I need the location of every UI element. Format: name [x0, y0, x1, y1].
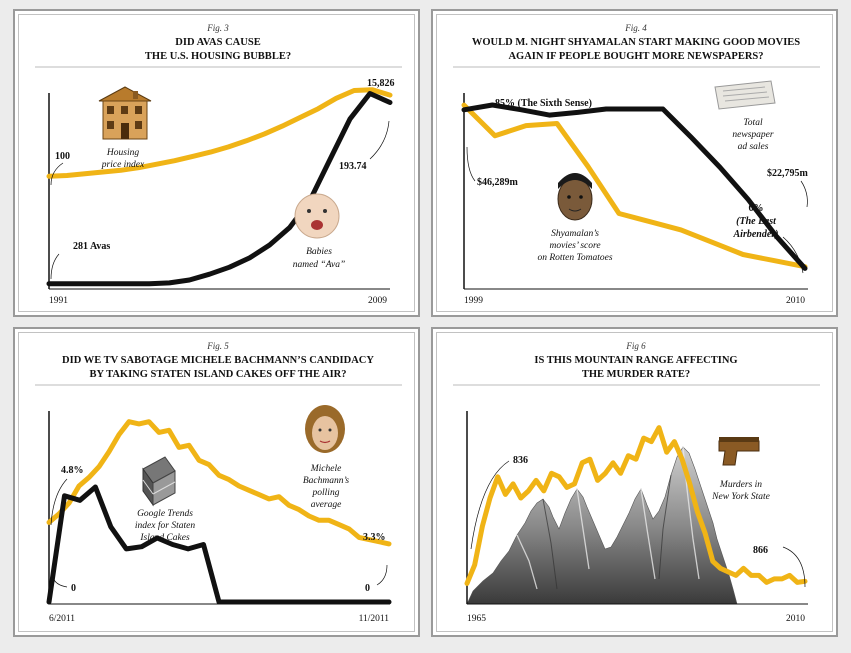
chart-title-line2: AGAIN IF PEOPLE BOUGHT MORE NEWSPAPERS? [508, 51, 763, 62]
series-line-babies-named-ava [46, 91, 393, 287]
bachmann-portrait-icon [305, 405, 345, 453]
fig-label: Fig. 3 [206, 23, 229, 33]
end-label-rt-line2: (The Last [736, 216, 777, 227]
series-line-newspaper-ad-sales [461, 102, 808, 271]
series-label-housing-line1: Housing [106, 148, 139, 158]
x-tick-start: 6/2011 [49, 614, 75, 624]
x-tick-start: 1999 [464, 296, 483, 306]
end-label-murders: 866 [753, 545, 768, 556]
series-label-cakes-line1: Google Trends [137, 509, 193, 519]
chart-title-line2: THE MURDER RATE? [582, 369, 690, 380]
chart-title-line2: BY TAKING STATEN ISLAND CAKES OFF THE AI… [89, 369, 346, 380]
chart-title-line2: THE U.S. HOUSING BUBBLE? [145, 51, 291, 62]
series-label-murders-line1: Murders in [719, 480, 762, 490]
x-tick-end: 11/2011 [359, 614, 390, 624]
end-label-rt-line3: Airbender) [733, 229, 779, 240]
chart-title-line1: WOULD M. NIGHT SHYAMALAN START MAKING GO… [472, 37, 800, 48]
series-line-staten-island-cakes [46, 484, 392, 605]
series-label-housing-line2: price index [101, 160, 145, 170]
fig-label: Fig. 5 [206, 341, 229, 351]
chart-fig3: Fig. 3 DID AVAS CAUSE THE U.S. HOUSING B… [35, 23, 402, 306]
leader-line [470, 460, 510, 550]
series-label-polling-line1: Michele [310, 464, 342, 474]
end-label-rt-line1: 6% [749, 203, 764, 214]
chart-fig6: Fig 6 IS THIS MOUNTAIN RANGE AFFECTING T… [453, 341, 820, 624]
chart-title-line1: IS THIS MOUNTAIN RANGE AFFECTING [534, 355, 737, 366]
series-line-rotten-tomatoes [461, 102, 808, 270]
panel-fig6: Fig 6 IS THIS MOUNTAIN RANGE AFFECTING T… [431, 327, 838, 637]
leader-line [800, 180, 808, 208]
chart-title-line1: DID AVAS CAUSE [175, 37, 260, 48]
panel-fig5: Fig. 5 DID WE TV SABOTAGE MICHELE BACHMA… [13, 327, 420, 637]
series-label-cakes-line3: Island Cakes [139, 533, 190, 543]
x-tick-end: 2009 [368, 296, 387, 306]
start-label-housing: 100 [55, 151, 70, 162]
series-line-ny-murders [464, 425, 808, 586]
end-label-cakes: 0 [365, 583, 370, 594]
start-label-murders: 836 [513, 455, 528, 466]
leader-line [50, 162, 64, 186]
series-label-rt-line3: on Rotten Tomatoes [537, 253, 612, 263]
cake-icon [142, 456, 176, 507]
leader-line [376, 564, 388, 586]
series-line-housing-price-index [46, 87, 393, 179]
series-label-rt-line1: Shyamalan’s [551, 229, 599, 239]
leader-line [50, 478, 68, 526]
start-label-avas: 281 Avas [73, 241, 110, 252]
leader-line [782, 546, 806, 588]
leader-line [52, 576, 68, 588]
end-label-housing: 193.74 [339, 161, 367, 172]
panel-fig4: Fig. 4 WOULD M. NIGHT SHYAMALAN START MA… [431, 9, 838, 317]
chart-fig4: Fig. 4 WOULD M. NIGHT SHYAMALAN START MA… [453, 23, 820, 306]
series-label-ava-line2: named “Ava” [293, 260, 346, 270]
chart-fig5: Fig. 5 DID WE TV SABOTAGE MICHELE BACHMA… [35, 341, 402, 624]
leader-line [50, 253, 60, 280]
series-label-ava-line1: Babies [306, 247, 332, 257]
shyamalan-portrait-icon [557, 173, 593, 221]
series-label-murders-line2: New York State [711, 492, 770, 502]
series-label-ads-line1: Total [743, 118, 763, 128]
baby-icon [294, 193, 340, 239]
fig-label: Fig 6 [625, 341, 646, 351]
panel-fig3: Fig. 3 DID AVAS CAUSE THE U.S. HOUSING B… [13, 9, 420, 317]
leader-line [369, 120, 390, 160]
start-label-rt-score: 85% (The Sixth Sense) [495, 98, 592, 109]
x-tick-start: 1991 [49, 296, 68, 306]
end-label-ad-sales: $22,795m [767, 168, 809, 179]
fig-label: Fig. 4 [624, 23, 647, 33]
mountain-range-image [466, 446, 738, 605]
house-icon [98, 86, 152, 140]
x-tick-end: 2010 [786, 296, 805, 306]
series-label-polling-line2: Bachmann’s [303, 476, 350, 486]
series-label-rt-line2: movies’ score [549, 241, 600, 251]
series-label-cakes-line2: index for Staten [135, 520, 195, 531]
end-label-avas: 15,826 [367, 78, 395, 89]
start-label-ad-sales: $46,289m [477, 177, 519, 188]
series-label-ads-line3: ad sales [738, 142, 769, 152]
x-tick-start: 1965 [467, 614, 486, 624]
series-label-polling-line3: polling [312, 488, 340, 498]
chart-title-line1: DID WE TV SABOTAGE MICHELE BACHMANN’S CA… [62, 355, 374, 366]
x-tick-end: 2010 [786, 614, 805, 624]
start-label-polling: 4.8% [61, 465, 84, 476]
end-label-polling: 3.3% [363, 532, 386, 543]
series-label-polling-line4: average [311, 500, 342, 510]
series-label-ads-line2: newspaper [732, 130, 773, 140]
newspaper-icon [714, 80, 776, 110]
leader-line [782, 236, 804, 274]
start-label-cakes: 0 [71, 583, 76, 594]
series-line-bachmann-polling [46, 419, 392, 547]
handgun-icon [718, 437, 760, 466]
leader-line [466, 146, 476, 182]
